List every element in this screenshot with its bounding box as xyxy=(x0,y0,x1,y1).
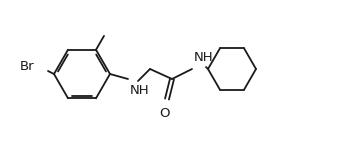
Text: NH: NH xyxy=(194,51,214,64)
Text: NH: NH xyxy=(130,84,150,97)
Text: O: O xyxy=(160,107,170,120)
Text: Br: Br xyxy=(19,59,34,73)
